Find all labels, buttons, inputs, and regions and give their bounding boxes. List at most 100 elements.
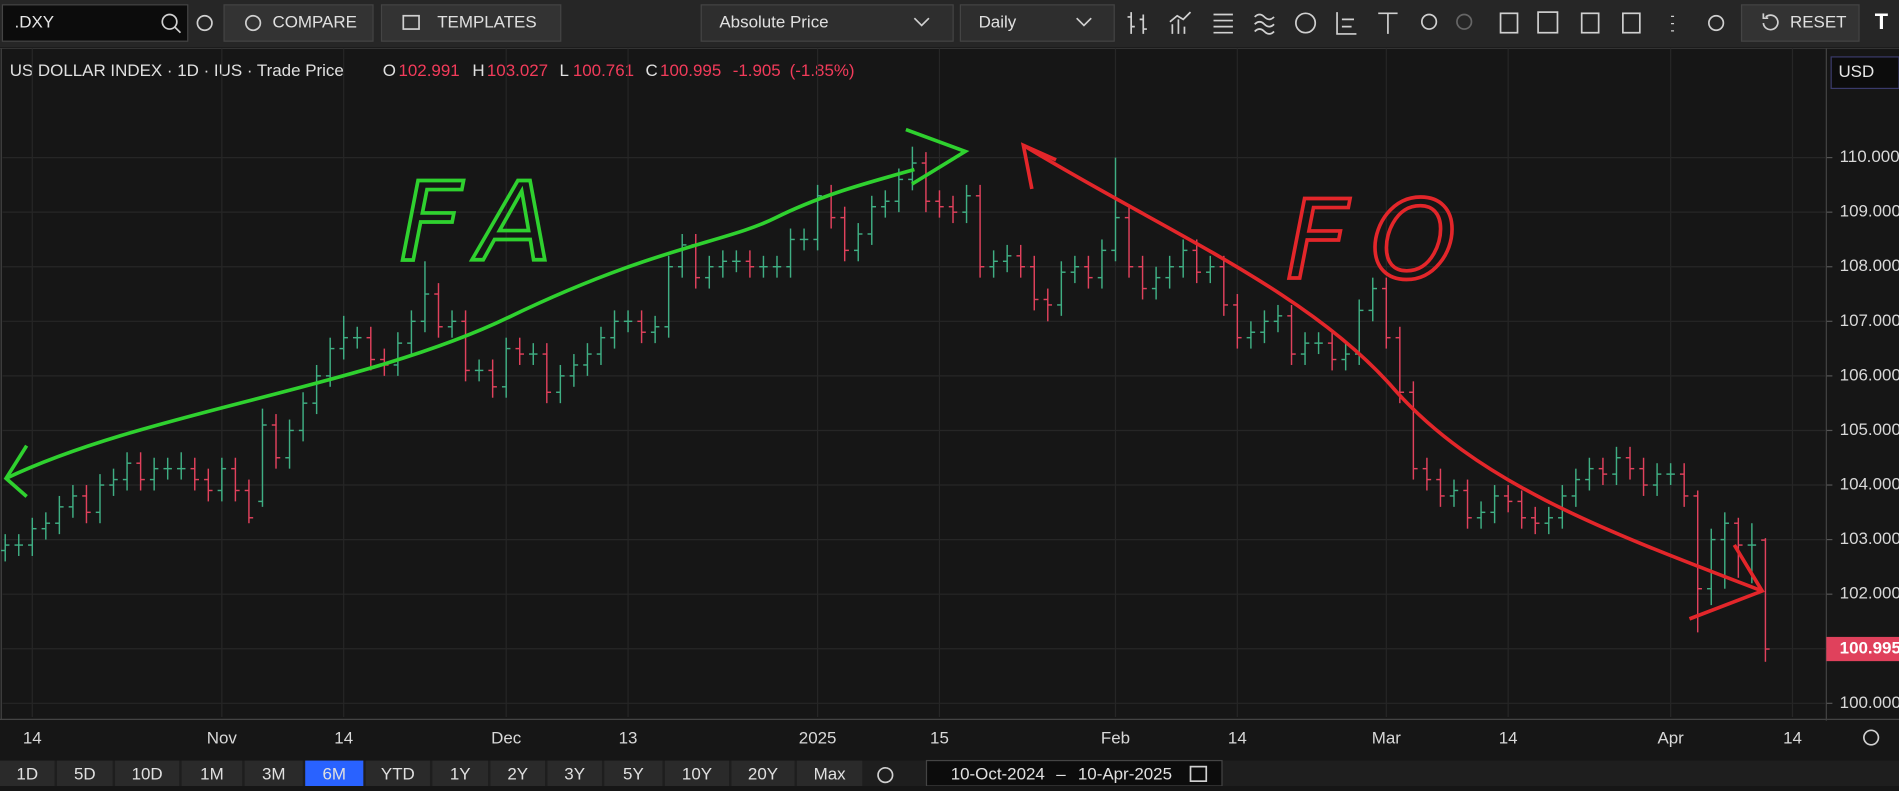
bars-icon[interactable]: [1127, 12, 1147, 34]
date-from: 10-Oct-2024: [951, 765, 1045, 784]
range-label: Max: [814, 765, 847, 784]
annotation: FO: [1286, 177, 1478, 304]
symbol-search[interactable]: [1, 4, 189, 42]
x-tick-label: Feb: [1101, 728, 1130, 747]
change: -1.905: [733, 61, 781, 80]
y-tick-label: 102.000: [1840, 584, 1899, 603]
templates-button[interactable]: [380, 4, 562, 42]
date-to: 10-Apr-2025: [1078, 765, 1172, 784]
draw-icon[interactable]: [1336, 12, 1357, 35]
interval-dropdown[interactable]: [959, 4, 1115, 42]
range-button[interactable]: [547, 760, 602, 786]
events-icon[interactable]: [1295, 12, 1317, 34]
y-tick-label: 105.000: [1840, 420, 1899, 439]
range-button[interactable]: [664, 760, 730, 786]
chevron: [913, 17, 930, 27]
plus-icon: [245, 14, 262, 32]
save-icon[interactable]: [1580, 12, 1600, 34]
date-separator: –: [1056, 765, 1066, 784]
open-value: 102.991: [398, 61, 459, 80]
change-percent: (-1.85%): [790, 61, 855, 80]
arrowheads: [3, 127, 970, 498]
price-mode-dropdown[interactable]: [700, 4, 954, 42]
range-button[interactable]: [181, 760, 243, 786]
range-button[interactable]: [244, 760, 303, 786]
x-tick-label: 14: [1499, 728, 1518, 747]
x-tick-label: 14: [334, 728, 353, 747]
range-button[interactable]: [365, 760, 430, 786]
interval: Daily: [979, 12, 1017, 31]
list-icon[interactable]: [1213, 13, 1233, 34]
low-value: 100.761: [573, 61, 634, 80]
x-tick-label: Apr: [1657, 728, 1684, 747]
range-label: 5D: [74, 765, 96, 784]
date-range-box[interactable]: [925, 759, 1223, 787]
range-button[interactable]: [604, 760, 663, 786]
last-price-label: 100.995: [1840, 639, 1899, 658]
trend-arrow-down: [1022, 143, 1763, 593]
arrowheads: [1020, 142, 1765, 621]
range-button[interactable]: [0, 760, 55, 786]
layout-icon[interactable]: [1537, 11, 1559, 34]
axis-settings-icon[interactable]: [1863, 729, 1880, 746]
clock-icon[interactable]: [196, 14, 213, 32]
settings-icon[interactable]: [1708, 14, 1725, 32]
range-label: 10D: [132, 765, 163, 784]
x-tick-label: 14: [1228, 728, 1247, 747]
tool-icons: [1127, 11, 1725, 35]
range-button[interactable]: [490, 760, 545, 786]
x-tick-label: 14: [1783, 728, 1802, 747]
range-button[interactable]: [305, 760, 364, 786]
y-tick-label: 100.000: [1840, 693, 1899, 712]
y-tick-label: 108.000: [1840, 256, 1899, 275]
range-label: 20Y: [748, 765, 778, 784]
text-icon[interactable]: [1378, 12, 1398, 34]
range-buttons: 1D 5D 10D 1M 3M 6M YTD 1Y 2Y 3Y 5Y 10Y 20Y Max: [0, 760, 863, 786]
export-icon[interactable]: [1622, 12, 1641, 34]
price-mode: Absolute Price: [719, 12, 828, 31]
range-button[interactable]: [115, 760, 180, 786]
y-tick-label: 104.000: [1840, 475, 1899, 494]
high-value: 103.027: [487, 61, 548, 80]
instrument-title: US DOLLAR INDEX · 1D · IUS · Trade Price: [10, 61, 344, 80]
folder-icon: [402, 14, 420, 30]
templates-label: TEMPLATES: [437, 12, 536, 31]
zoom-out-icon[interactable]: [1456, 13, 1473, 30]
range-button[interactable]: [731, 760, 795, 786]
close-label: C: [646, 61, 658, 80]
zoom-in-icon[interactable]: [1420, 13, 1438, 30]
range-label: 2Y: [507, 765, 528, 784]
y-tick-label: 106.000: [1840, 365, 1899, 384]
currency: USD: [1838, 62, 1874, 81]
reset-label: RESET: [1790, 12, 1846, 31]
range-label: 5Y: [623, 765, 644, 784]
range-label: 3M: [262, 765, 286, 784]
range-label: 10Y: [682, 765, 712, 784]
range-button[interactable]: [796, 760, 863, 786]
last-price-tag: [1826, 636, 1899, 662]
close-value: 100.995: [660, 61, 721, 80]
plot: 100.000101.000102.000103.000104.000105.0…: [0, 48, 1899, 747]
range-label: 6M: [322, 765, 346, 784]
currency-select[interactable]: [1830, 56, 1899, 90]
range-label: 1M: [200, 765, 224, 784]
x-tick-label: 2025: [799, 728, 837, 747]
compare-label: COMPARE: [272, 12, 356, 31]
range-button[interactable]: [56, 760, 113, 786]
compare-button[interactable]: [223, 4, 374, 42]
indicator-icon[interactable]: [1169, 11, 1192, 34]
chevron: [1076, 17, 1092, 27]
range-button[interactable]: [432, 760, 489, 786]
open-label: O: [383, 61, 396, 80]
range-label: 1D: [16, 765, 38, 784]
range-settings-icon[interactable]: [877, 766, 894, 784]
wave-icon[interactable]: [1254, 13, 1275, 35]
range-label: 3Y: [564, 765, 585, 784]
high-label: H: [472, 61, 484, 80]
x-tick-label: 15: [930, 728, 949, 747]
x-tick-label: 14: [23, 728, 42, 747]
range-label: 1Y: [450, 765, 471, 784]
table-icon[interactable]: [1499, 12, 1519, 34]
reset-button[interactable]: [1740, 4, 1860, 42]
